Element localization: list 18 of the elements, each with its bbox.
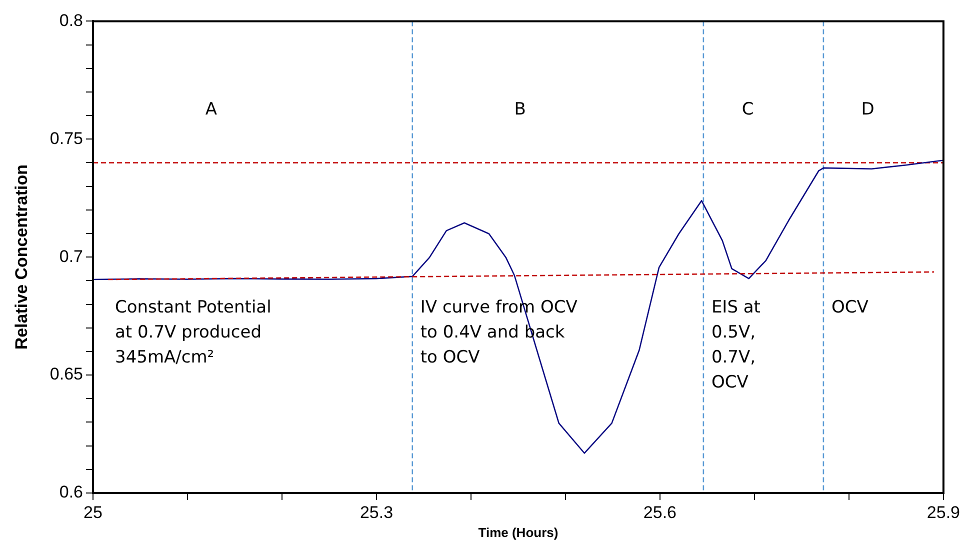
annotation: A	[205, 99, 218, 120]
annotation: C	[742, 99, 754, 120]
annotation: B	[514, 99, 526, 120]
y-tick-label: 0.65	[50, 364, 83, 384]
y-tick-label: 0.8	[59, 10, 83, 30]
y-axis-title: Relative Concentration	[12, 164, 31, 350]
y-tick-label: 0.75	[50, 128, 83, 148]
annotation: OCV	[831, 297, 869, 318]
x-tick-label: 25.3	[360, 502, 394, 522]
x-tick-label: 25.9	[926, 502, 960, 522]
y-tick-label: 0.6	[59, 482, 83, 502]
x-tick-label: 25	[84, 502, 102, 522]
annotation: D	[861, 99, 874, 120]
y-tick-label: 0.7	[59, 246, 83, 266]
x-tick-label: 25.6	[643, 502, 677, 522]
annotation: EIS at 0.5V, 0.7V, OCV	[711, 297, 761, 392]
annotation: Constant Potential at 0.7V produced 345mA/cm²	[115, 297, 272, 368]
x-axis-title: Time (Hours)	[478, 524, 558, 540]
